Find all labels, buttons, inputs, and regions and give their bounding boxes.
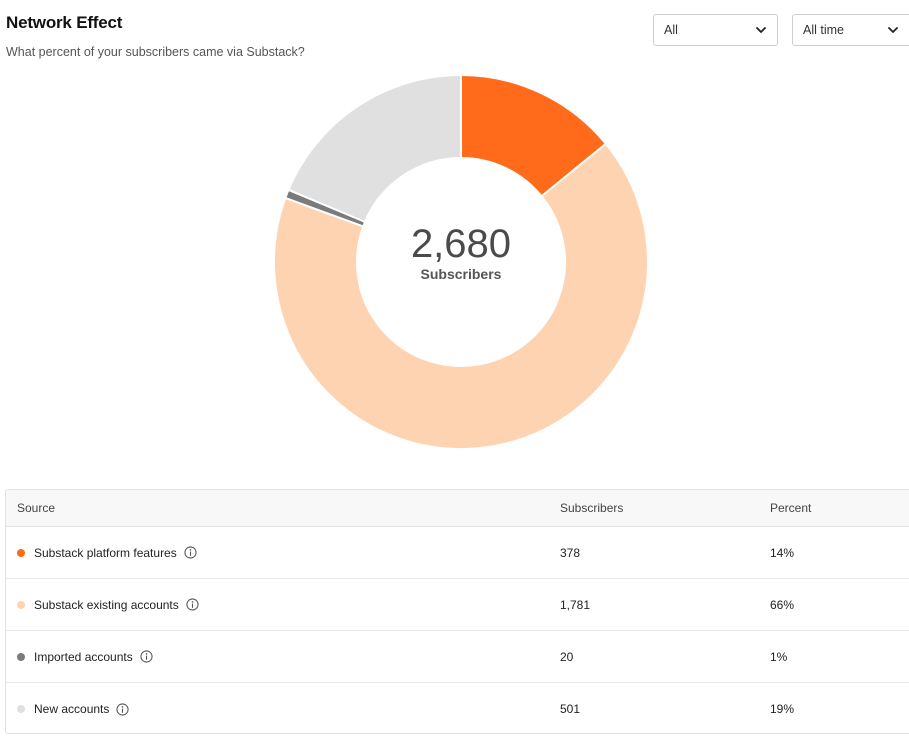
header-percent: Percent bbox=[770, 501, 812, 515]
source-filter-select[interactable]: All bbox=[653, 14, 778, 46]
subscribers-count: 1,781 bbox=[560, 597, 591, 612]
time-filter-select[interactable]: All time bbox=[792, 14, 909, 46]
percent-value: 19% bbox=[770, 702, 795, 716]
percent-value: 66% bbox=[770, 597, 795, 612]
percent-value: 14% bbox=[770, 545, 795, 560]
page-subtitle: What percent of your subscribers came vi… bbox=[6, 45, 305, 59]
legend-dot bbox=[17, 652, 25, 661]
header-source: Source bbox=[17, 501, 56, 515]
table-header: Source Subscribers Percent bbox=[6, 490, 909, 527]
table-row: Substack existing accounts 1,781 66% bbox=[6, 579, 909, 631]
info-icon[interactable] bbox=[184, 546, 197, 559]
table-row: Substack platform features 378 14% bbox=[6, 527, 909, 579]
legend-dot bbox=[17, 548, 25, 557]
donut-center-label: Subscribers bbox=[420, 266, 502, 282]
info-icon[interactable] bbox=[186, 598, 199, 611]
info-icon[interactable] bbox=[140, 650, 153, 663]
page-title: Network Effect bbox=[6, 13, 123, 32]
subscribers-donut-chart: 2,680 Subscribers bbox=[271, 72, 651, 452]
donut-slice-substack-existing-accounts[interactable] bbox=[273, 142, 649, 450]
sources-table: Source Subscribers Percent Substack plat… bbox=[5, 489, 909, 734]
source-name: Imported accounts bbox=[34, 649, 133, 664]
chevron-down-icon bbox=[888, 27, 898, 33]
donut-center-total: 2,680 bbox=[410, 222, 512, 266]
legend-dot bbox=[17, 705, 25, 713]
percent-value: 1% bbox=[770, 649, 788, 664]
subscribers-count: 378 bbox=[560, 545, 581, 560]
table-row: Imported accounts 20 1% bbox=[6, 631, 909, 683]
source-name: Substack platform features bbox=[34, 545, 177, 560]
legend-dot bbox=[17, 600, 25, 609]
source-name: New accounts bbox=[34, 702, 110, 716]
source-name: Substack existing accounts bbox=[34, 597, 179, 612]
subscribers-count: 20 bbox=[560, 649, 574, 664]
chevron-down-icon bbox=[756, 27, 766, 33]
time-filter-value: All time bbox=[803, 23, 844, 37]
source-filter-value: All bbox=[664, 23, 678, 37]
donut-svg bbox=[273, 73, 649, 450]
table-row: New accounts 501 19% bbox=[6, 683, 909, 733]
donut-slice-new-accounts[interactable] bbox=[287, 73, 462, 224]
info-icon[interactable] bbox=[116, 702, 129, 716]
header-subscribers: Subscribers bbox=[560, 501, 624, 515]
subscribers-count: 501 bbox=[560, 702, 581, 716]
